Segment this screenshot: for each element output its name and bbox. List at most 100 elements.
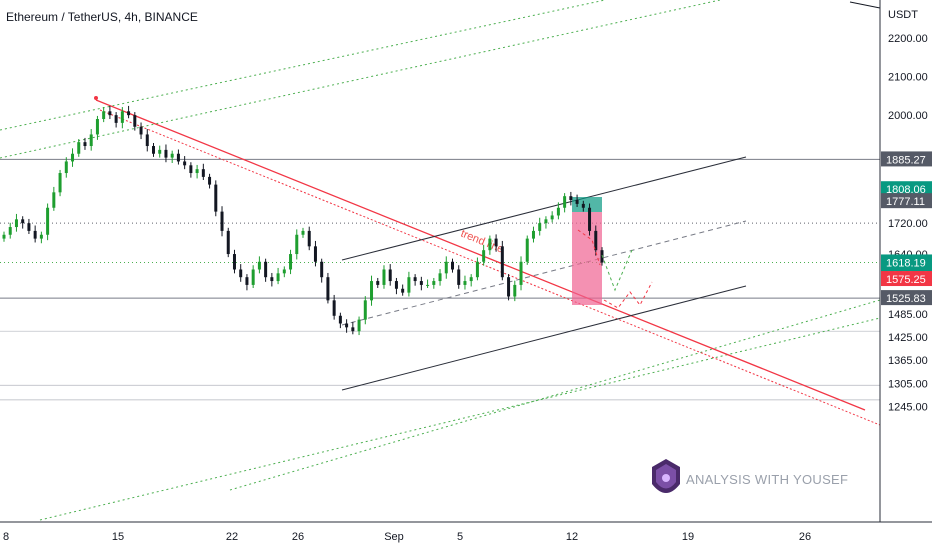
time-tick-label: 22 (226, 531, 238, 543)
candle-body (475, 261, 479, 278)
candle-body (413, 277, 417, 282)
trend-line-parallel (99, 109, 881, 426)
candle-body (531, 230, 535, 239)
candle-body (8, 227, 12, 235)
candle-body (438, 273, 442, 282)
candles (2, 105, 604, 336)
candle-body (581, 203, 585, 208)
candle-body (469, 277, 473, 282)
price-tick-label: 1425.00 (888, 332, 928, 344)
candle-body (444, 261, 448, 274)
candle-body (426, 284, 430, 286)
candle-body (208, 176, 212, 185)
price-tag (881, 181, 932, 197)
trend-line (95, 99, 866, 411)
candle-body (71, 153, 75, 162)
candle-body (332, 300, 336, 316)
candle-body (89, 134, 93, 147)
candle-body (451, 261, 454, 270)
candle-body (575, 200, 579, 204)
watermark: ANALYSIS WITH YOUSEF (652, 459, 848, 493)
candle-body (264, 261, 268, 278)
candle-body (313, 246, 317, 262)
candle-body (513, 284, 517, 297)
price-tag-label: 1618.19 (886, 257, 926, 269)
candle-body (133, 115, 137, 127)
price-tick-label: 1305.00 (888, 378, 928, 390)
candle-body (407, 277, 411, 293)
time-tick-label: 19 (682, 531, 694, 543)
candle-body (519, 261, 523, 285)
time-tick-label: 15 (112, 531, 124, 543)
candle-body (500, 246, 504, 278)
candle-body (39, 234, 43, 239)
chart-drawings: trend line (0, 0, 881, 521)
candle-body (538, 223, 542, 231)
projected-path-up (601, 249, 633, 292)
candle-body (164, 149, 168, 158)
candle-body (58, 173, 62, 193)
candle-body (376, 281, 380, 285)
green-channel-upper-line (0, 0, 606, 131)
candle-body (189, 165, 193, 174)
candle-body (394, 281, 398, 289)
trend-line-anchor (94, 96, 98, 100)
candle-body (127, 111, 131, 116)
candle-body (120, 111, 124, 123)
trend-line-label: trend line (459, 228, 505, 256)
candle-body (556, 207, 560, 216)
time-tick-label: 8 (3, 531, 9, 543)
horizontal-levels (0, 158, 880, 401)
price-tag-label: 1885.27 (886, 154, 926, 166)
candle-body (382, 269, 386, 285)
candle-body (289, 254, 293, 270)
price-tag (881, 151, 932, 167)
candle-body (276, 273, 280, 282)
candle-body (27, 223, 31, 231)
price-tag-label: 1525.83 (886, 293, 926, 305)
candle-body (569, 196, 573, 201)
candle-body (295, 234, 299, 255)
candle-body (139, 126, 143, 135)
edge-line (849, 1, 881, 9)
price-tick-label: 2200.00 (888, 33, 928, 45)
candle-body (232, 254, 236, 270)
price-tag (881, 193, 932, 209)
candle-body (83, 142, 87, 147)
candle-body (214, 184, 218, 212)
candle-body (46, 207, 50, 235)
candle-body (432, 281, 436, 285)
price-tags: 1885.271808.061777.111618.1902:52:421575… (881, 151, 932, 306)
candle-body (14, 219, 18, 228)
candle-body (239, 269, 243, 278)
candle-body (201, 169, 205, 177)
time-tick-label: 26 (799, 531, 811, 543)
price-axis: USDT2200.002100.002000.001720.001640.001… (879, 0, 928, 522)
candle-body (401, 288, 405, 293)
candle-body (77, 142, 81, 154)
candle-body (33, 230, 37, 239)
price-tick-label: 2000.00 (888, 110, 928, 122)
price-tag (881, 271, 932, 287)
candle-body (544, 219, 548, 224)
candle-body (95, 119, 99, 135)
channel-mid-line (341, 220, 747, 326)
candle-body (282, 269, 286, 274)
candle-body (351, 327, 355, 332)
candle-body (145, 134, 149, 147)
price-tick-label: 1720.00 (888, 218, 928, 230)
price-tag-label: 1575.25 (886, 274, 926, 286)
candle-body (2, 234, 6, 239)
candle-body (419, 281, 423, 285)
symbol-title[interactable]: Ethereum / TetherUS, 4h, BINANCE (6, 10, 198, 24)
time-tick-label: 5 (457, 531, 463, 543)
candle-body (220, 211, 224, 231)
candle-body (588, 207, 592, 231)
candle-body (326, 277, 330, 301)
candle-body (388, 269, 392, 282)
candle-body (114, 115, 118, 123)
candle-body (64, 161, 68, 174)
candle-body (482, 250, 486, 262)
candle-body (245, 277, 249, 285)
